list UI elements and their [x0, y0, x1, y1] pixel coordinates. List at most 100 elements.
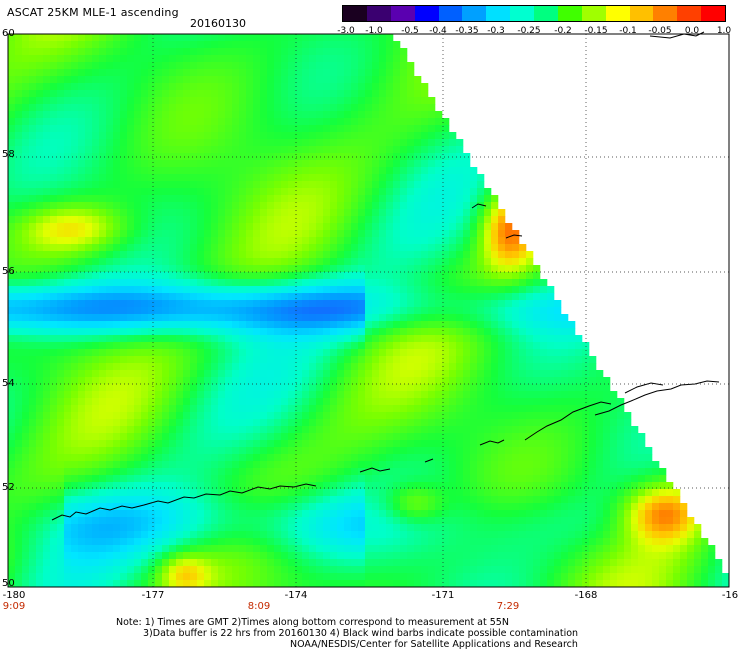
data-cell — [372, 272, 380, 280]
data-cell — [99, 237, 107, 245]
data-cell — [470, 321, 478, 329]
data-cell — [379, 314, 387, 322]
data-cell — [470, 314, 478, 322]
data-cell — [344, 419, 352, 427]
data-cell — [71, 174, 79, 182]
data-cell — [512, 440, 520, 448]
data-cell — [344, 384, 352, 392]
data-cell — [512, 447, 520, 455]
data-cell — [253, 237, 261, 245]
data-cell — [176, 279, 184, 287]
data-cell — [57, 314, 65, 322]
data-cell — [197, 48, 205, 56]
data-cell — [134, 62, 142, 70]
data-cell — [547, 321, 555, 329]
data-cell — [141, 139, 149, 147]
data-cell — [78, 419, 86, 427]
colorbar-tick-label: -0.35 — [455, 26, 479, 36]
data-cell — [372, 62, 380, 70]
data-cell — [386, 153, 394, 161]
data-cell — [22, 181, 30, 189]
data-cell — [337, 188, 345, 196]
data-cell — [470, 307, 478, 315]
data-cell — [36, 377, 44, 385]
data-cell — [554, 454, 562, 462]
data-cell — [456, 195, 464, 203]
data-cell — [463, 272, 471, 280]
data-cell — [316, 419, 324, 427]
data-cell — [120, 83, 128, 91]
data-cell — [78, 237, 86, 245]
data-cell — [309, 370, 317, 378]
data-cell — [295, 118, 303, 126]
data-cell — [316, 90, 324, 98]
data-cell — [575, 468, 583, 476]
data-cell — [484, 391, 492, 399]
data-cell — [512, 454, 520, 462]
data-cell — [162, 265, 170, 273]
data-cell — [225, 468, 233, 476]
data-cell — [638, 433, 646, 441]
data-cell — [99, 454, 107, 462]
data-cell — [309, 188, 317, 196]
data-cell — [15, 153, 23, 161]
data-cell — [78, 132, 86, 140]
data-cell — [407, 62, 415, 70]
data-cell — [512, 482, 520, 490]
data-cell — [57, 272, 65, 280]
data-cell — [547, 482, 555, 490]
data-cell — [421, 223, 429, 231]
data-cell — [64, 146, 72, 154]
data-cell — [428, 111, 436, 119]
data-cell — [183, 83, 191, 91]
data-cell — [323, 433, 331, 441]
data-cell — [155, 237, 163, 245]
data-cell — [344, 447, 352, 455]
data-cell — [232, 293, 240, 301]
data-cell — [92, 426, 100, 434]
data-cell — [372, 335, 380, 343]
data-cell — [85, 314, 93, 322]
data-cell — [435, 160, 443, 168]
data-cell — [64, 139, 72, 147]
data-cell — [8, 335, 16, 343]
data-cell — [393, 62, 401, 70]
data-cell — [393, 251, 401, 259]
data-cell — [15, 55, 23, 63]
data-cell — [337, 146, 345, 154]
data-cell — [113, 76, 121, 84]
data-cell — [302, 216, 310, 224]
data-cell — [113, 251, 121, 259]
data-cell — [330, 160, 338, 168]
data-cell — [155, 153, 163, 161]
data-cell — [141, 97, 149, 105]
data-cell — [267, 433, 275, 441]
data-cell — [463, 447, 471, 455]
data-cell — [183, 174, 191, 182]
data-cell — [540, 377, 548, 385]
data-cell — [50, 265, 58, 273]
data-cell — [267, 41, 275, 49]
data-cell — [211, 405, 219, 413]
data-cell — [393, 272, 401, 280]
data-cell — [505, 300, 513, 308]
data-cell — [568, 447, 576, 455]
data-cell — [197, 111, 205, 119]
data-cell — [358, 384, 366, 392]
data-cell — [260, 202, 268, 210]
colorbar-tick-label: 0.0 — [684, 26, 700, 36]
data-cell — [197, 363, 205, 371]
data-cell — [393, 468, 401, 476]
data-cell — [386, 258, 394, 266]
data-cell — [134, 272, 142, 280]
data-cell — [141, 265, 149, 273]
data-cell — [575, 489, 583, 497]
data-cell — [428, 489, 436, 497]
data-cell — [239, 314, 247, 322]
data-cell — [71, 69, 79, 77]
data-cell — [274, 132, 282, 140]
data-cell — [43, 125, 51, 133]
data-cell — [351, 181, 359, 189]
data-cell — [57, 139, 65, 147]
data-cell — [547, 349, 555, 357]
